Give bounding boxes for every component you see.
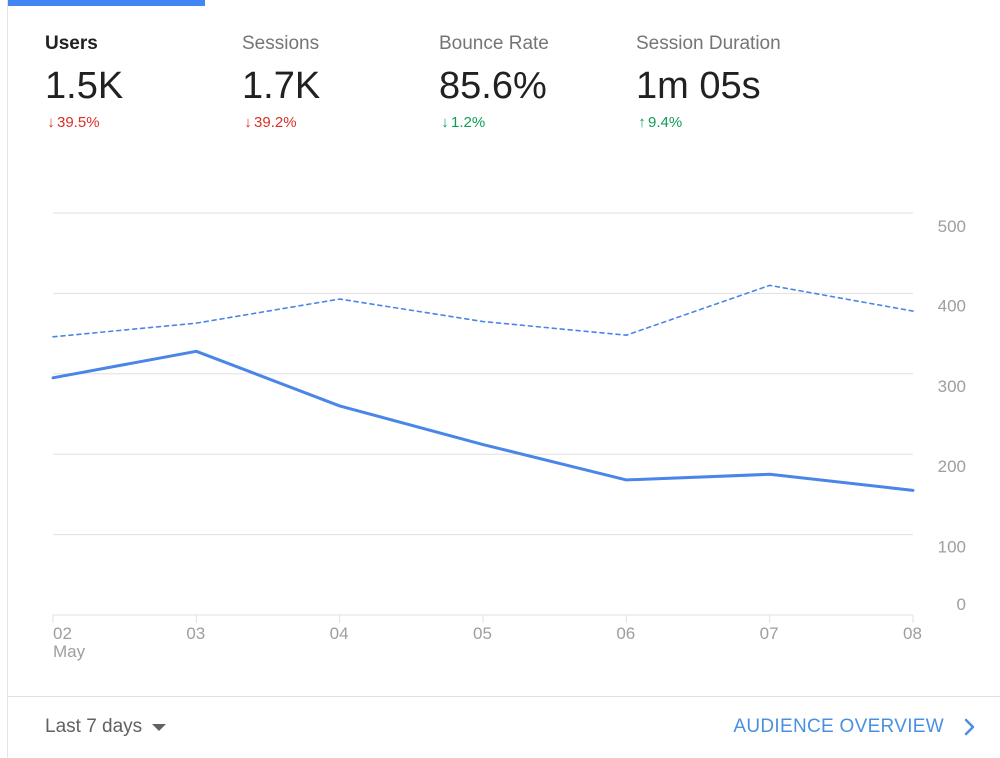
- y-tick-label: 200: [938, 457, 966, 476]
- metric-value: 85.6%: [439, 65, 547, 107]
- footer-divider: [8, 696, 1000, 697]
- x-tick-label: 08: [903, 624, 922, 643]
- metric-name: Sessions: [242, 33, 320, 54]
- y-tick-label: 500: [938, 217, 966, 236]
- active-metric-indicator: [8, 0, 205, 6]
- metric-change: ↓ 39.5%: [45, 114, 235, 132]
- metric-change-value: 1.2%: [451, 114, 486, 131]
- metric-session-duration[interactable]: Session Duration 1m 05s ↑ 9.4%: [636, 32, 826, 132]
- metric-name: Users: [45, 33, 98, 54]
- metric-value: 1.5K: [45, 65, 124, 107]
- x-tick-label: 07: [760, 624, 779, 643]
- x-tick-label: 02: [53, 624, 72, 643]
- metric-change-value: 9.4%: [648, 114, 683, 131]
- y-tick-label: 0: [957, 595, 966, 614]
- arrow-up-icon: ↑: [638, 114, 646, 131]
- analytics-card: Users 1.5K ↓ 39.5% Sessions 1.7K ↓ 39.2% B…: [7, 0, 1000, 758]
- y-tick-label: 300: [938, 377, 966, 396]
- metric-change-value: 39.5%: [57, 114, 100, 131]
- arrow-down-icon: ↓: [244, 114, 252, 131]
- metric-name: Session Duration: [636, 33, 781, 54]
- chevron-right-icon: [964, 718, 975, 736]
- x-tick-label: 04: [330, 624, 349, 643]
- metric-name: Bounce Rate: [439, 33, 549, 54]
- x-sublabel: May: [53, 642, 86, 661]
- metric-change-value: 39.2%: [254, 114, 297, 131]
- caret-down-icon: [152, 723, 167, 731]
- arrow-down-icon: ↓: [47, 114, 55, 131]
- line-chart: 0 100 200 300 400 500 02 03 04 05 06 07 08 May: [51, 212, 966, 661]
- metric-sessions[interactable]: Sessions 1.7K ↓ 39.2%: [242, 32, 432, 132]
- date-range-label: Last 7 days: [45, 716, 143, 737]
- metric-change: ↑ 9.4%: [636, 114, 826, 132]
- arrow-down-icon: ↓: [441, 114, 449, 131]
- date-range-dropdown[interactable]: Last 7 days: [45, 713, 167, 741]
- series-line-users: [51, 349, 915, 492]
- x-tick-label: 05: [473, 624, 492, 643]
- metric-bounce-rate[interactable]: Bounce Rate 85.6% ↓ 1.2%: [439, 32, 629, 132]
- metric-value: 1.7K: [242, 65, 321, 107]
- metric-value: 1m 05s: [636, 65, 761, 107]
- audience-overview-link[interactable]: AUDIENCE OVERVIEW: [733, 713, 976, 741]
- y-tick-label: 400: [938, 296, 966, 315]
- x-tick-label: 06: [616, 624, 635, 643]
- x-tick-label: 03: [186, 624, 205, 643]
- metric-change: ↓ 39.2%: [242, 114, 432, 132]
- audience-overview-label: AUDIENCE OVERVIEW: [733, 716, 944, 737]
- y-tick-label: 100: [938, 538, 966, 557]
- metric-users[interactable]: Users 1.5K ↓ 39.5%: [45, 32, 235, 132]
- metric-change: ↓ 1.2%: [439, 114, 629, 132]
